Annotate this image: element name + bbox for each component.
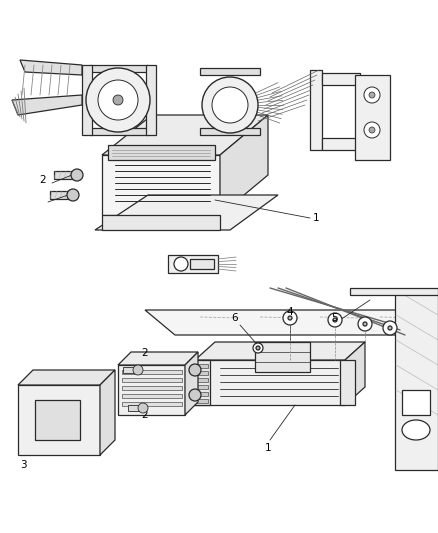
- Text: 4: 4: [287, 307, 293, 317]
- Circle shape: [333, 318, 337, 322]
- Polygon shape: [146, 65, 156, 135]
- Circle shape: [328, 313, 342, 327]
- Polygon shape: [50, 191, 70, 199]
- Polygon shape: [95, 195, 278, 230]
- Polygon shape: [195, 360, 345, 405]
- Ellipse shape: [402, 420, 430, 440]
- Polygon shape: [18, 385, 100, 455]
- Text: 2: 2: [141, 348, 148, 358]
- Polygon shape: [102, 115, 268, 155]
- Text: 2: 2: [39, 175, 46, 185]
- Polygon shape: [145, 310, 430, 335]
- Polygon shape: [355, 75, 390, 160]
- Circle shape: [212, 87, 248, 123]
- Circle shape: [369, 127, 375, 133]
- Polygon shape: [195, 392, 208, 396]
- Polygon shape: [310, 70, 322, 150]
- Polygon shape: [122, 394, 182, 398]
- Polygon shape: [122, 378, 182, 382]
- Polygon shape: [195, 385, 208, 389]
- Circle shape: [288, 316, 292, 320]
- Polygon shape: [402, 390, 430, 415]
- Text: 3: 3: [20, 460, 27, 470]
- Circle shape: [138, 403, 148, 413]
- Polygon shape: [340, 360, 355, 405]
- Circle shape: [253, 343, 263, 353]
- Polygon shape: [220, 115, 268, 215]
- Polygon shape: [122, 370, 182, 374]
- Polygon shape: [193, 360, 210, 405]
- Circle shape: [71, 169, 83, 181]
- Polygon shape: [200, 128, 260, 135]
- Polygon shape: [395, 290, 438, 470]
- Polygon shape: [122, 386, 182, 390]
- Circle shape: [86, 68, 150, 132]
- Polygon shape: [90, 65, 148, 72]
- Circle shape: [189, 389, 201, 401]
- Polygon shape: [12, 95, 82, 115]
- Polygon shape: [322, 138, 360, 150]
- Polygon shape: [123, 367, 137, 373]
- Polygon shape: [172, 391, 192, 399]
- Circle shape: [174, 257, 188, 271]
- Circle shape: [113, 95, 123, 105]
- Polygon shape: [102, 155, 220, 215]
- Polygon shape: [82, 65, 92, 135]
- Circle shape: [256, 346, 260, 350]
- Polygon shape: [195, 378, 208, 382]
- Polygon shape: [195, 342, 365, 360]
- Text: 6: 6: [231, 313, 238, 323]
- Text: 1: 1: [265, 443, 271, 453]
- Circle shape: [358, 317, 372, 331]
- Circle shape: [98, 80, 138, 120]
- Circle shape: [133, 365, 143, 375]
- Polygon shape: [35, 400, 80, 440]
- Text: 2: 2: [141, 410, 148, 420]
- Circle shape: [364, 87, 380, 103]
- Polygon shape: [172, 366, 192, 374]
- Polygon shape: [345, 342, 365, 405]
- Circle shape: [283, 311, 297, 325]
- Polygon shape: [190, 259, 214, 269]
- Circle shape: [383, 321, 397, 335]
- Circle shape: [67, 189, 79, 201]
- Polygon shape: [20, 60, 82, 75]
- Polygon shape: [102, 215, 220, 230]
- Polygon shape: [100, 370, 115, 455]
- Polygon shape: [90, 128, 148, 135]
- Polygon shape: [200, 68, 260, 75]
- Circle shape: [363, 322, 367, 326]
- Circle shape: [364, 122, 380, 138]
- Polygon shape: [255, 342, 310, 372]
- Polygon shape: [118, 365, 185, 415]
- Polygon shape: [128, 405, 142, 411]
- Polygon shape: [54, 171, 74, 179]
- Polygon shape: [322, 73, 360, 85]
- Polygon shape: [195, 364, 208, 368]
- Polygon shape: [185, 352, 198, 415]
- Polygon shape: [350, 288, 438, 295]
- Circle shape: [202, 77, 258, 133]
- Text: 5: 5: [332, 313, 338, 323]
- Polygon shape: [168, 255, 218, 273]
- Text: 1: 1: [313, 213, 320, 223]
- Polygon shape: [122, 402, 182, 406]
- Polygon shape: [18, 370, 115, 385]
- Polygon shape: [118, 352, 198, 365]
- Polygon shape: [195, 371, 208, 375]
- Polygon shape: [400, 310, 430, 350]
- Circle shape: [388, 326, 392, 330]
- Polygon shape: [195, 399, 208, 403]
- Circle shape: [369, 92, 375, 98]
- Circle shape: [189, 364, 201, 376]
- Polygon shape: [108, 145, 215, 160]
